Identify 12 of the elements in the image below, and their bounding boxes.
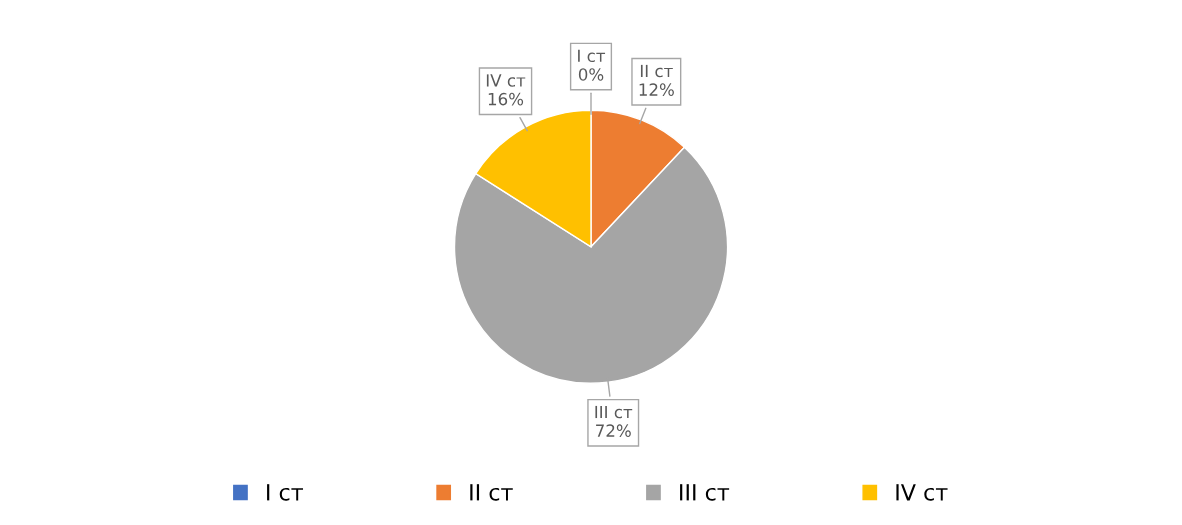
slice-label: IV ст [486, 74, 526, 87]
legend-label: I ст [267, 484, 304, 501]
data-label: 16% [488, 92, 524, 106]
category-label: I ст [578, 49, 606, 63]
slice-label: III ст [595, 405, 633, 419]
legend-label: IV ст [896, 484, 948, 501]
data-label: 12% [639, 83, 674, 96]
slice-label: II ст [640, 64, 673, 78]
data-label: 72% [596, 424, 631, 437]
text: 0% [578, 68, 604, 81]
legend-label: III ст [680, 484, 730, 501]
legend-label: II ст [470, 484, 513, 501]
